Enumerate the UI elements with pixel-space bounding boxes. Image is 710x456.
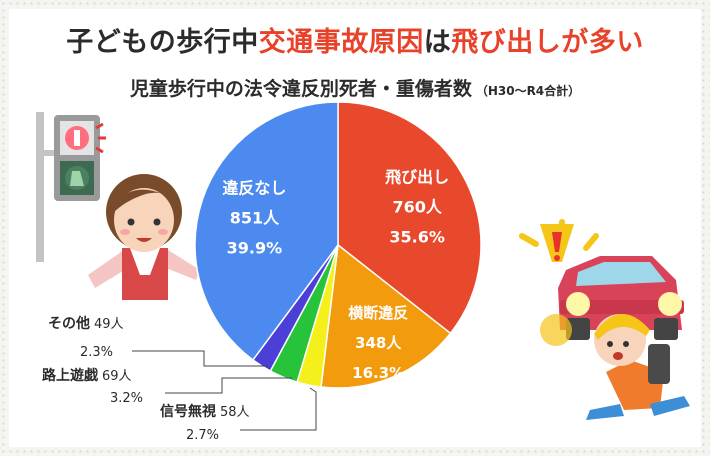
pie-slice-5: [194, 101, 339, 361]
pct-other: 2.3%: [80, 345, 113, 360]
traffic-signal-illustration: [36, 112, 106, 262]
pie-chart: 飛び出し 760人 35.6% 横断違反 348人 16.3% 違反なし 851人 39.9%: [194, 101, 482, 389]
girl-illustration: [88, 174, 200, 300]
subtitle-main: 児童歩行中の法令違反別死者・重傷者数: [129, 78, 472, 100]
label-other: その他 49人: [48, 315, 124, 332]
slice-5-text-2: 39.9%: [227, 238, 283, 257]
exclamation-icon: [552, 232, 562, 252]
pct-street-play: 3.2%: [110, 391, 143, 406]
title-highlight-2: 飛び出しが多い: [451, 27, 644, 58]
pie-slice-1: [320, 243, 452, 389]
slice-5-text-0: 違反なし: [222, 178, 286, 197]
boy-illustration: [586, 313, 690, 420]
chart-subtitle: 児童歩行中の法令違反別死者・重傷者数 （H30〜R4合計）: [0, 74, 710, 101]
warning-illustration: [519, 219, 599, 262]
subtitle-note: （H30〜R4合計）: [475, 84, 581, 98]
slice-1-text-1: 348人: [355, 334, 402, 352]
label-street-play: 路上遊戯 69人: [42, 367, 132, 384]
title-highlight-1: 交通事故原因: [258, 27, 424, 58]
slice-1-text-0: 横断違反: [348, 304, 408, 322]
page-title: 子どもの歩行中交通事故原因は飛び出しが多い: [0, 20, 710, 59]
car-illustration: [540, 256, 684, 346]
slice-5-text-1: 851人: [230, 208, 280, 227]
slice-0-text-2: 35.6%: [389, 228, 445, 247]
pie-slice-0: [337, 101, 482, 335]
pct-signal-ignore: 2.7%: [186, 428, 219, 443]
title-part-2: は: [423, 27, 452, 58]
label-signal-ignore: 信号無視 58人: [160, 403, 250, 420]
headlight-icon: [566, 292, 590, 316]
slice-0-text-1: 760人: [392, 198, 442, 217]
title-part-1: 子どもの歩行中: [66, 27, 259, 58]
slice-0-text-0: 飛び出し: [384, 168, 449, 187]
slice-1-text-2: 16.3%: [352, 364, 404, 382]
leader-lines: [132, 350, 317, 431]
